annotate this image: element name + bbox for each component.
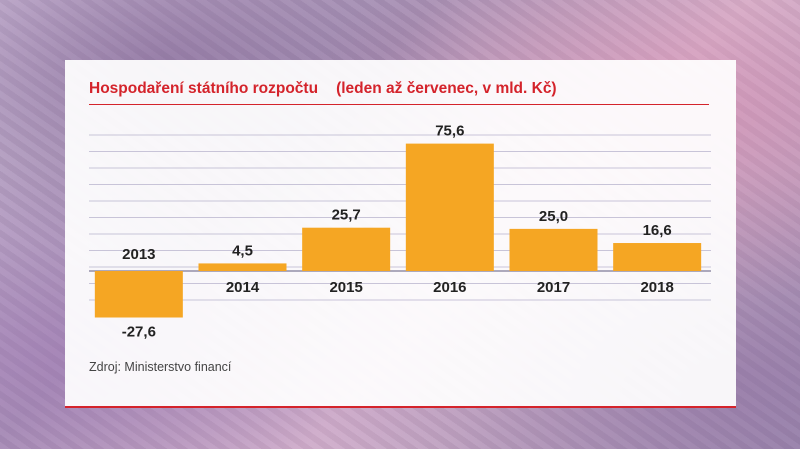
source-note: Zdroj: Ministerstvo financí (89, 360, 232, 374)
labels: 2013 -27,6 4,5 2014 25,7 2015 75,6 2016 25,0 2017… (122, 123, 674, 341)
gridlines (89, 134, 711, 301)
category-label-2018: 2018 (640, 279, 673, 296)
chart-header: Hospodaření státního rozpočtu (leden až č… (89, 80, 709, 98)
title-divider (89, 104, 709, 105)
bar-2015 (302, 227, 391, 271)
bar-2018 (613, 243, 702, 271)
category-label-2017: 2017 (537, 279, 570, 296)
category-label-2015: 2015 (329, 279, 362, 296)
bar-chart: 2013 -27,6 4,5 2014 25,7 2015 75,6 2016 25,0 2017… (89, 123, 711, 341)
bar-2014 (198, 263, 287, 271)
category-label-2013: 2013 (122, 246, 155, 263)
bars (94, 143, 702, 318)
value-label-2013: -27,6 (122, 324, 156, 341)
value-label-2014: 4,5 (232, 242, 253, 259)
value-label-2018: 16,6 (643, 222, 672, 239)
bar-2017 (509, 228, 598, 271)
value-label-2015: 25,7 (332, 207, 361, 224)
bar-2013 (94, 271, 183, 318)
value-label-2017: 25,0 (539, 208, 568, 225)
chart-subtitle: (leden až červenec, v mld. Kč) (336, 80, 557, 97)
category-label-2016: 2016 (433, 279, 466, 296)
bar-2016 (405, 143, 494, 271)
bottom-divider (65, 406, 736, 408)
value-label-2016: 75,6 (435, 123, 464, 140)
category-label-2014: 2014 (226, 279, 260, 296)
chart-panel: Hospodaření státního rozpočtu (leden až č… (65, 60, 736, 407)
chart-title: Hospodaření státního rozpočtu (89, 80, 319, 97)
